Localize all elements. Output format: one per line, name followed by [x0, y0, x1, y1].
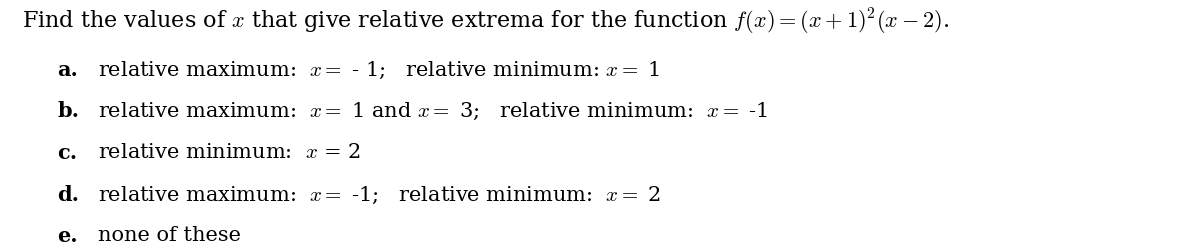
- Text: relative maximum:  $x =$ 1 and $x =$ 3;   relative minimum:  $x =$ -1: relative maximum: $x =$ 1 and $x =$ 3; r…: [98, 101, 768, 122]
- Text: d.: d.: [58, 185, 79, 205]
- Text: Find the values of $x$ that give relative extrema for the function $f(x) = (x+1): Find the values of $x$ that give relativ…: [22, 7, 949, 37]
- Text: relative maximum:  $x =$ - 1;   relative minimum: $x =$ 1: relative maximum: $x =$ - 1; relative mi…: [98, 60, 661, 81]
- Text: a.: a.: [58, 60, 78, 80]
- Text: relative minimum:  $x$ = 2: relative minimum: $x$ = 2: [98, 143, 361, 162]
- Text: c.: c.: [58, 143, 78, 163]
- Text: none of these: none of these: [98, 226, 241, 245]
- Text: e.: e.: [58, 226, 78, 246]
- Text: b.: b.: [58, 101, 79, 121]
- Text: relative maximum:  $x =$ -1;   relative minimum:  $x =$ 2: relative maximum: $x =$ -1; relative min…: [98, 185, 661, 206]
